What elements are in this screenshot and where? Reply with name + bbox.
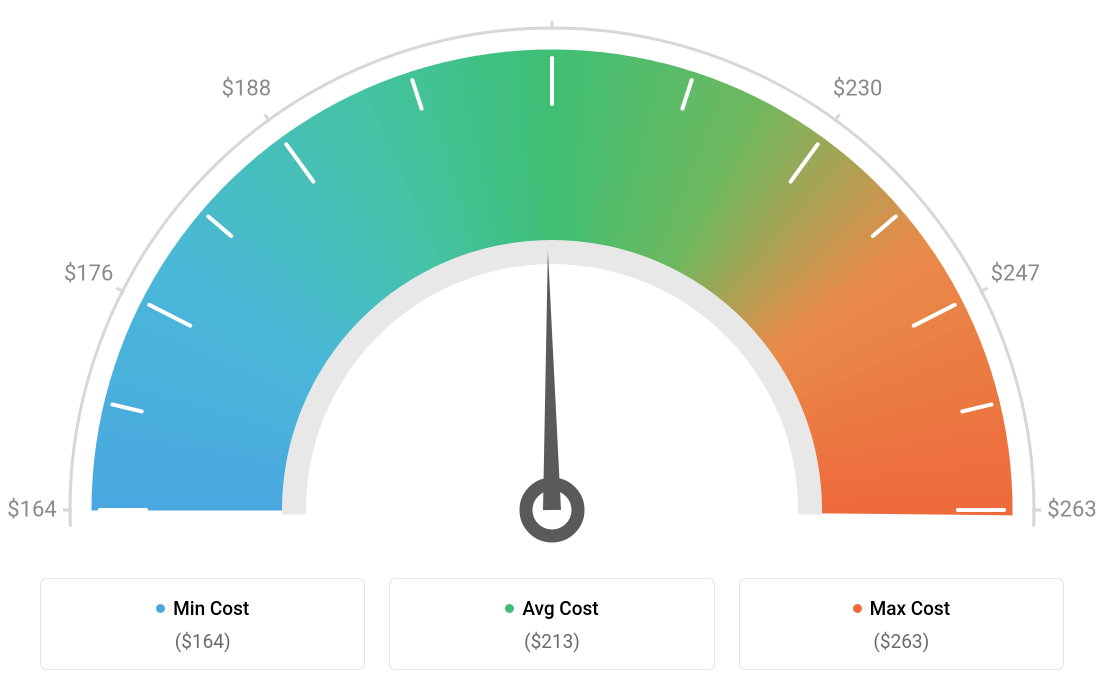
- legend-value-avg: ($213): [402, 630, 701, 653]
- gauge-tick-label: $213: [527, 0, 576, 3]
- legend-label-avg: Avg Cost: [522, 597, 598, 620]
- legend-label-min: Min Cost: [173, 597, 249, 620]
- gauge-tick-label: $164: [7, 498, 56, 523]
- legend-dot-max: [853, 604, 862, 613]
- legend-row: Min Cost ($164) Avg Cost ($213) Max Cost…: [40, 578, 1064, 670]
- gauge-tick-label: $188: [222, 77, 271, 102]
- gauge-tick-label: $230: [833, 77, 882, 102]
- legend-dot-min: [156, 604, 165, 613]
- gauge-tick-label: $247: [991, 261, 1040, 286]
- legend-card-max: Max Cost ($263): [739, 578, 1064, 670]
- legend-card-min: Min Cost ($164): [40, 578, 365, 670]
- legend-dot-avg: [505, 604, 514, 613]
- legend-value-max: ($263): [752, 630, 1051, 653]
- legend-card-avg: Avg Cost ($213): [389, 578, 714, 670]
- gauge-tick-label: $263: [1047, 498, 1096, 523]
- legend-label-max: Max Cost: [870, 597, 950, 620]
- legend-value-min: ($164): [53, 630, 352, 653]
- cost-gauge-container: $164 $176 $188 $213 $230 $247 $263 Min Cost ($…: [0, 0, 1104, 690]
- gauge-chart: $164 $176 $188 $213 $230 $247 $263: [0, 0, 1104, 560]
- gauge-tick-label: $176: [64, 261, 113, 286]
